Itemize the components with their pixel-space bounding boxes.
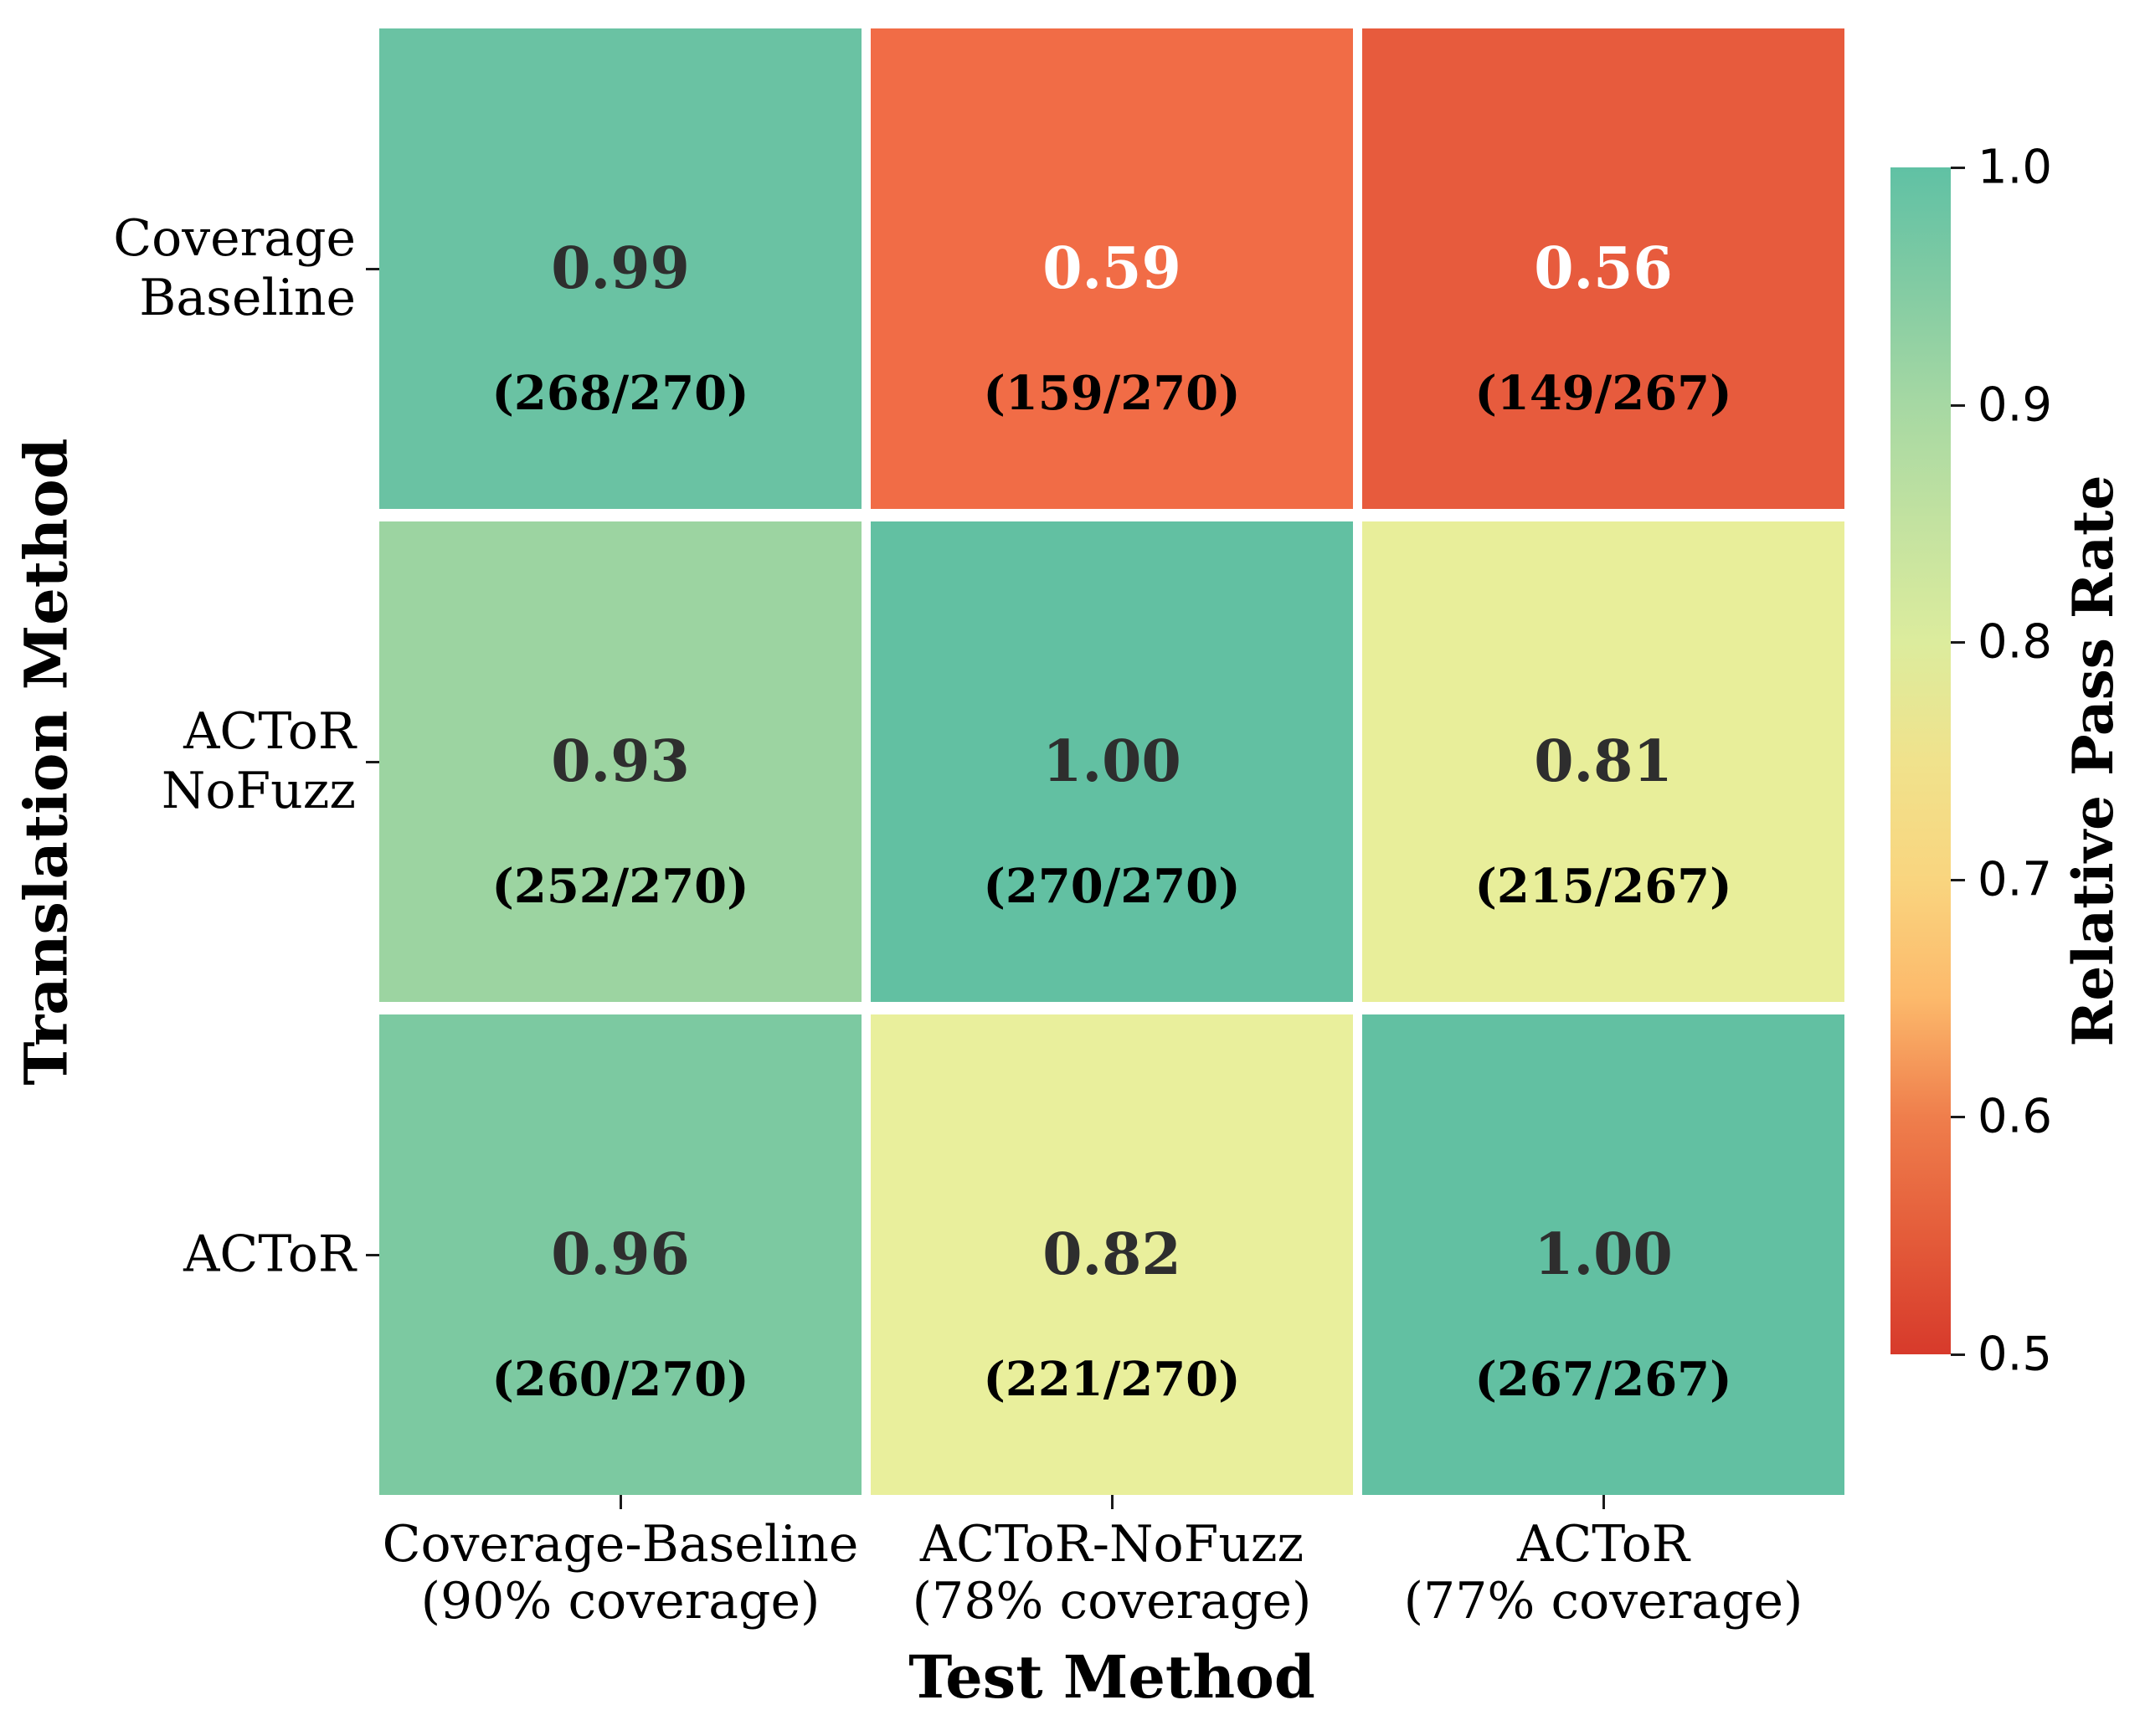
y-tick-mark bbox=[366, 761, 379, 763]
cell-fraction: (252/270) bbox=[491, 859, 749, 915]
heatmap-cell-r0c2: 0.56 (149/267) bbox=[1362, 28, 1844, 509]
colorbar-gradient bbox=[1890, 167, 1951, 1354]
y-tick-label-actor: ACToR bbox=[183, 1225, 356, 1284]
x-tick-label-coverage-baseline: Coverage-Baseline (90% coverage) bbox=[382, 1515, 859, 1631]
colorbar-tick-label: 0.7 bbox=[1978, 852, 2053, 907]
cell-value: 0.93 bbox=[551, 728, 690, 795]
cell-fraction: (268/270) bbox=[491, 366, 749, 422]
cell-fraction: (149/267) bbox=[1474, 366, 1732, 422]
x-tick-mark bbox=[1602, 1495, 1605, 1509]
cell-fraction: (221/270) bbox=[983, 1352, 1241, 1408]
cell-fraction: (260/270) bbox=[491, 1352, 749, 1408]
cell-fraction: (215/267) bbox=[1474, 859, 1732, 915]
cell-value: 1.00 bbox=[1534, 1221, 1673, 1288]
cell-value: 0.56 bbox=[1534, 235, 1673, 302]
x-axis-title: Test Method bbox=[908, 1642, 1315, 1712]
heatmap-cell-r1c0: 0.93 (252/270) bbox=[379, 521, 862, 1002]
colorbar-tick-mark bbox=[1951, 879, 1965, 881]
y-tick-mark bbox=[366, 1254, 379, 1256]
heatmap-cell-r0c0: 0.99 (268/270) bbox=[379, 28, 862, 509]
colorbar-tick-label: 0.9 bbox=[1978, 378, 2053, 433]
y-axis-title: Translation Method bbox=[11, 438, 81, 1086]
colorbar-tick-label: 0.8 bbox=[1978, 614, 2053, 670]
heatmap-cell-r2c2: 1.00 (267/267) bbox=[1362, 1014, 1844, 1495]
heatmap-grid: 0.99 (268/270) 0.59 (159/270) 0.56 (149/… bbox=[379, 28, 1844, 1495]
colorbar-tick-mark bbox=[1951, 1116, 1965, 1118]
colorbar-tick-label: 1.0 bbox=[1978, 140, 2053, 195]
cell-value: 0.82 bbox=[1042, 1221, 1181, 1288]
cell-value: 0.81 bbox=[1534, 728, 1673, 795]
x-tick-label-actor-nofuzz: ACToR-NoFuzz (78% coverage) bbox=[912, 1515, 1312, 1631]
y-tick-label-coverage-baseline: Coverage Baseline bbox=[113, 209, 356, 327]
cell-fraction: (270/270) bbox=[983, 859, 1241, 915]
cell-value: 0.59 bbox=[1042, 235, 1181, 302]
colorbar-tick-mark bbox=[1951, 404, 1965, 407]
colorbar-tick-label: 0.6 bbox=[1978, 1089, 2053, 1144]
heatmap-cell-r1c2: 0.81 (215/267) bbox=[1362, 521, 1844, 1002]
heatmap-cell-r2c0: 0.96 (260/270) bbox=[379, 1014, 862, 1495]
colorbar-title: Relative Pass Rate bbox=[2060, 475, 2126, 1047]
cell-value: 1.00 bbox=[1042, 728, 1181, 795]
cell-value: 0.96 bbox=[551, 1221, 690, 1288]
heatmap-cell-r1c1: 1.00 (270/270) bbox=[871, 521, 1353, 1002]
colorbar-tick-mark bbox=[1951, 167, 1965, 169]
x-tick-label-actor: ACToR (77% coverage) bbox=[1403, 1515, 1803, 1631]
cell-fraction: (159/270) bbox=[983, 366, 1241, 422]
colorbar-tick-label: 0.5 bbox=[1978, 1327, 2053, 1382]
heatmap-cell-r2c1: 0.82 (221/270) bbox=[871, 1014, 1353, 1495]
x-tick-mark bbox=[620, 1495, 622, 1509]
cell-fraction: (267/267) bbox=[1474, 1352, 1732, 1408]
cell-value: 0.99 bbox=[551, 235, 690, 302]
x-tick-mark bbox=[1111, 1495, 1114, 1509]
y-tick-mark bbox=[366, 268, 379, 270]
colorbar-tick-mark bbox=[1951, 1353, 1965, 1356]
colorbar-tick-mark bbox=[1951, 641, 1965, 644]
heatmap-cell-r0c1: 0.59 (159/270) bbox=[871, 28, 1353, 509]
y-tick-label-actor-nofuzz: ACToR NoFuzz bbox=[161, 702, 356, 820]
